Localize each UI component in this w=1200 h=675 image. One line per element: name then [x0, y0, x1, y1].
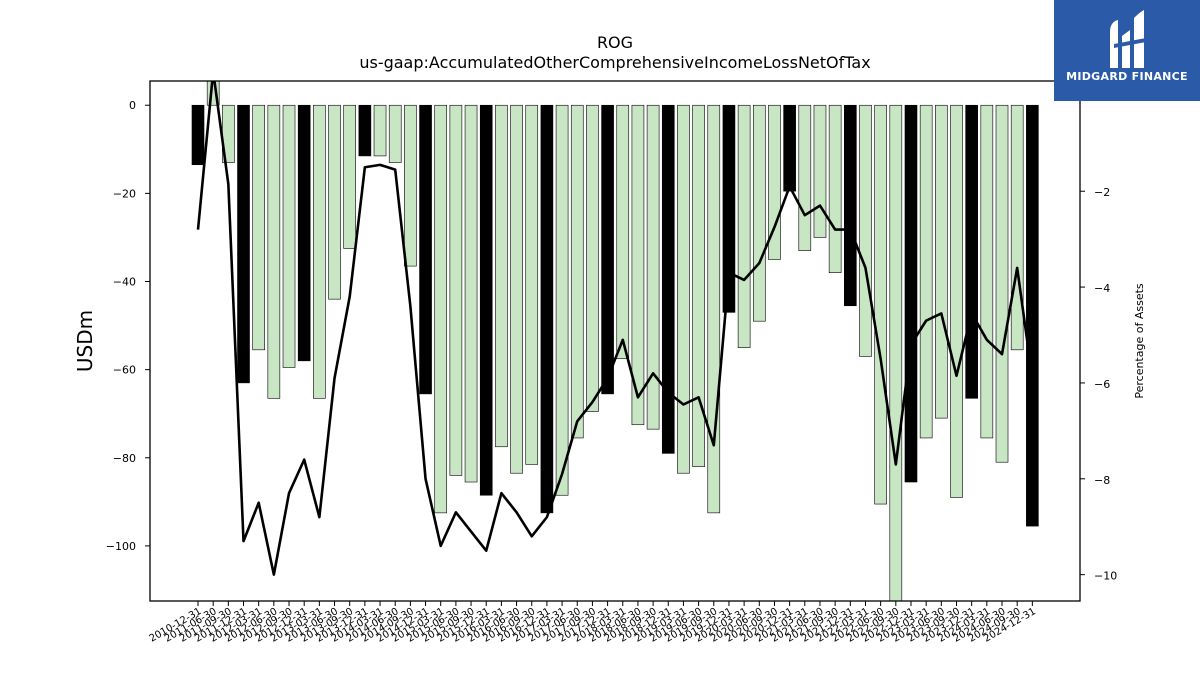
bar	[692, 104, 705, 467]
bar	[904, 104, 918, 483]
bar	[313, 104, 326, 399]
bar	[813, 104, 827, 238]
bar	[950, 104, 963, 498]
bar	[995, 104, 1009, 463]
chart-title-line1: ROG	[597, 33, 633, 52]
y-tick-label: −100	[106, 540, 136, 553]
bar	[783, 104, 796, 192]
bar	[859, 104, 872, 357]
y-tick-label: −20	[113, 187, 136, 200]
bar	[722, 104, 736, 313]
y-tick-label: −40	[113, 276, 136, 289]
bar	[358, 104, 372, 157]
bar	[707, 104, 721, 514]
bar	[570, 104, 584, 439]
y-axis: 0 −20 −40 −60 −80 −100	[106, 99, 150, 553]
bar	[328, 104, 341, 300]
bar	[1010, 104, 1024, 351]
bar	[828, 104, 842, 274]
bar	[495, 104, 508, 448]
bar	[1026, 104, 1039, 527]
bar	[752, 104, 766, 322]
y-tick-label: −60	[113, 364, 136, 377]
bar-series	[191, 81, 1039, 601]
line-series	[196, 81, 1034, 576]
y-tick-label: 0	[129, 99, 136, 112]
bar	[631, 104, 645, 426]
bar	[479, 104, 493, 496]
midgard-logo-icon	[1110, 10, 1146, 68]
bar	[267, 104, 281, 399]
bar	[373, 104, 387, 157]
brand-logo: MIDGARD FINANCE	[1054, 0, 1200, 101]
bar	[419, 104, 432, 395]
plot-area	[149, 80, 1081, 602]
bar	[586, 104, 599, 412]
y-axis-label: USDm	[73, 310, 97, 372]
bar	[965, 104, 978, 399]
bar	[282, 104, 296, 368]
y2-tick-label: −4	[1094, 282, 1110, 295]
bar	[874, 104, 887, 505]
bar	[616, 104, 630, 359]
bar	[404, 104, 417, 267]
bar	[601, 104, 614, 395]
bar	[388, 104, 402, 163]
bar	[844, 104, 857, 307]
y2-tick-label: −8	[1094, 474, 1110, 487]
bar	[449, 104, 463, 476]
bar	[919, 104, 933, 439]
pct-assets-line	[196, 81, 1034, 576]
bar	[677, 104, 690, 474]
plot-frame	[149, 80, 1081, 602]
chart-title-line2: us-gaap:AccumulatedOtherComprehensiveInc…	[359, 53, 870, 72]
bar	[191, 104, 205, 166]
bar	[889, 104, 903, 601]
bar	[252, 104, 265, 351]
y2-tick-label: −2	[1094, 186, 1110, 199]
bar	[980, 104, 994, 439]
bar	[737, 104, 751, 348]
y-tick-label: −80	[113, 452, 136, 465]
bar	[646, 104, 660, 430]
bar	[798, 104, 812, 251]
y2-axis-label: Percentage of Assets	[1133, 283, 1146, 399]
bar	[935, 104, 948, 419]
y2-tick-label: −10	[1094, 570, 1117, 583]
bar	[540, 104, 554, 514]
bar	[510, 104, 523, 474]
bar	[555, 104, 569, 496]
y2-axis: −2 −4 −6 −8 −10	[1080, 186, 1117, 583]
x-axis: 2010-12-312011-06-302011-09-302011-12-31…	[148, 601, 1038, 645]
y2-tick-label: −6	[1094, 378, 1110, 391]
bar	[434, 104, 448, 514]
logo-text: MIDGARD FINANCE	[1066, 70, 1188, 83]
bar	[237, 104, 250, 384]
bar	[343, 104, 357, 249]
bar	[661, 104, 675, 454]
bar	[464, 104, 478, 483]
bar	[297, 104, 311, 362]
bar	[525, 104, 539, 465]
